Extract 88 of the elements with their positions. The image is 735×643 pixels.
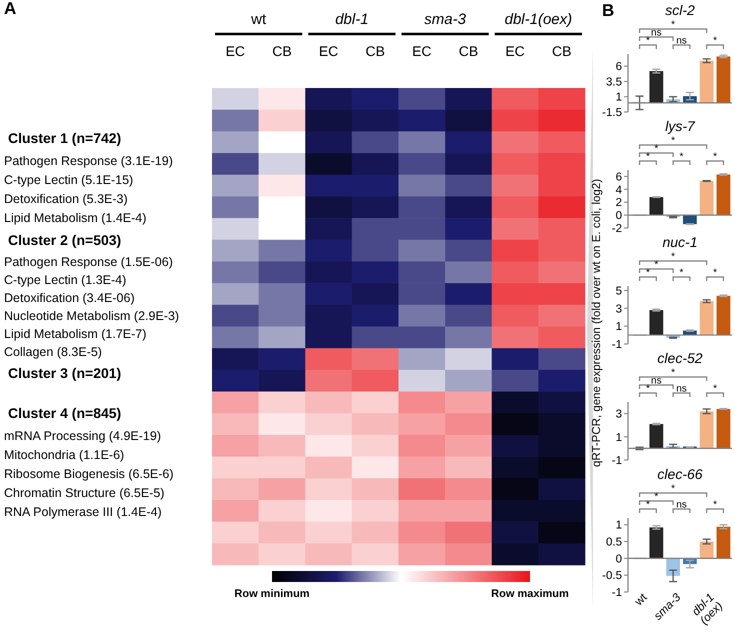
y-tick-label: 0.5 [606, 536, 622, 549]
y-tick-label: 4 [616, 184, 623, 196]
text: * [680, 268, 684, 278]
y-tick-label: 3 [616, 303, 622, 316]
text: C-type Lectin (5.1E-15) [4, 173, 134, 187]
text: Mitochondria (1.1E-6) [4, 448, 124, 462]
text: mRNA Processing (4.9E-19) [4, 429, 162, 443]
color-bar-label: Row maximum [491, 588, 570, 600]
y-tick-label: -1.5 [602, 107, 622, 119]
text: Pathogen Response (1.5E-06) [4, 255, 173, 269]
text: * [713, 152, 718, 162]
text: * [654, 260, 658, 270]
chart-title: lys-7 [665, 118, 696, 134]
text: * [646, 384, 650, 394]
x-tick-label: EC [318, 43, 338, 59]
text: * [713, 268, 718, 278]
chart-title: scl-2 [665, 2, 695, 18]
x-tick-label: CB [272, 43, 292, 59]
chart-title: clec-52 [657, 350, 703, 366]
y-tick-label: -1 [612, 455, 622, 467]
text: Cluster 1 (n=742) [8, 130, 122, 146]
text: * [654, 492, 658, 502]
text: ns [651, 28, 662, 38]
text: Cluster 2 (n=503) [8, 232, 122, 248]
text: ns [651, 376, 662, 386]
x-tick-label: wt [632, 591, 650, 609]
text: Pathogen Response (3.1E-19) [4, 154, 173, 168]
y-tick-label: -1 [612, 587, 622, 599]
text: Nucleotide Metabolism (2.9E-3) [4, 309, 180, 323]
x-tick-label: EC [412, 43, 432, 59]
text: wt [250, 11, 267, 28]
text: * [646, 36, 650, 46]
text: sma-3 [424, 11, 467, 28]
text: * [713, 384, 718, 394]
y-tick-label: 1 [616, 92, 622, 104]
text: * [671, 368, 676, 378]
x-tick-label: EC [505, 43, 525, 59]
text: Lipid Metabolism (1.7E-7) [4, 327, 146, 341]
y-tick-label: 1 [616, 432, 622, 444]
text: ns [676, 384, 687, 394]
text: Lipid Metabolism (1.4E-4) [4, 211, 146, 225]
y-tick-label: 3.5 [606, 76, 622, 88]
y-tick-label: 6 [616, 171, 622, 184]
y-axis-title: qRT-PCR, gene expression (fold over wt on E. coli, log2) [591, 178, 603, 468]
text: Cluster 3 (n=201) [8, 365, 122, 381]
text: * [680, 152, 684, 162]
color-bar-label: Row minimum [234, 588, 310, 600]
x-tick-label: CB [458, 43, 478, 59]
text: Detoxification (3.4E-06) [4, 291, 135, 305]
text: Cluster 4 (n=845) [8, 405, 122, 421]
text: * [646, 152, 650, 162]
text: ns [676, 36, 687, 46]
text: * [713, 36, 718, 46]
text: * [646, 500, 650, 510]
y-tick-label: 0 [616, 210, 622, 222]
y-tick-label: 1 [616, 520, 622, 532]
x-tick-label: CB [365, 43, 385, 59]
text: * [654, 144, 658, 154]
text: * [646, 268, 650, 278]
text: * [671, 20, 676, 30]
text: RNA Polymerase III (1.4E-4) [4, 505, 162, 519]
y-tick-label: 0 [616, 553, 622, 566]
text: Collagen (8.3E-5) [4, 345, 102, 359]
y-tick-label: -0.5 [602, 570, 622, 582]
text: * [671, 484, 676, 494]
y-tick-label: -2 [612, 223, 622, 235]
y-tick-label: 1 [616, 321, 622, 334]
text: Ribosome Biogenesis (6.5E-6) [4, 467, 174, 481]
y-tick-label: -1 [612, 339, 622, 351]
y-tick-label: 3 [616, 408, 622, 421]
text: dbl-1 [335, 11, 369, 28]
y-tick-label: 2 [616, 197, 622, 210]
text: ns [676, 500, 687, 510]
text: Detoxification (5.3E-3) [4, 192, 128, 206]
text: dbl-1(oex) [504, 11, 572, 28]
chart-title: clec-66 [657, 466, 703, 482]
text: * [671, 136, 676, 146]
x-tick-label: EC [226, 43, 246, 59]
text: * [671, 252, 676, 262]
text: A [4, 0, 16, 18]
text: C-type Lectin (1.3E-4) [4, 273, 126, 287]
y-tick-label: 6 [616, 61, 622, 74]
text: Chromatin Structure (6.5E-5) [4, 486, 164, 500]
y-tick-label: 5 [616, 285, 622, 298]
text: B [602, 1, 614, 20]
text: * [713, 500, 718, 510]
x-tick-label: CB [552, 43, 572, 59]
chart-title: nuc-1 [662, 234, 698, 250]
